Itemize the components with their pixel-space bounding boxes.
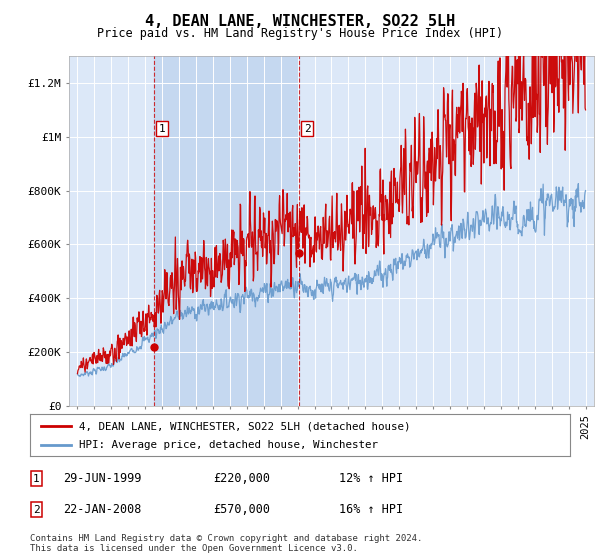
Text: 29-JUN-1999: 29-JUN-1999 bbox=[63, 472, 142, 486]
Text: 1: 1 bbox=[33, 474, 40, 484]
Text: 2: 2 bbox=[304, 124, 310, 134]
Text: HPI: Average price, detached house, Winchester: HPI: Average price, detached house, Winc… bbox=[79, 441, 377, 450]
Text: 4, DEAN LANE, WINCHESTER, SO22 5LH: 4, DEAN LANE, WINCHESTER, SO22 5LH bbox=[145, 14, 455, 29]
Text: 16% ↑ HPI: 16% ↑ HPI bbox=[339, 503, 403, 516]
Text: £220,000: £220,000 bbox=[213, 472, 270, 486]
Text: 12% ↑ HPI: 12% ↑ HPI bbox=[339, 472, 403, 486]
Text: £570,000: £570,000 bbox=[213, 503, 270, 516]
Text: 22-JAN-2008: 22-JAN-2008 bbox=[63, 503, 142, 516]
Text: Price paid vs. HM Land Registry's House Price Index (HPI): Price paid vs. HM Land Registry's House … bbox=[97, 27, 503, 40]
Text: 1: 1 bbox=[158, 124, 166, 134]
Text: Contains HM Land Registry data © Crown copyright and database right 2024.
This d: Contains HM Land Registry data © Crown c… bbox=[30, 534, 422, 553]
Text: 4, DEAN LANE, WINCHESTER, SO22 5LH (detached house): 4, DEAN LANE, WINCHESTER, SO22 5LH (deta… bbox=[79, 421, 410, 431]
Text: 2: 2 bbox=[33, 505, 40, 515]
Bar bbox=[154, 56, 299, 406]
